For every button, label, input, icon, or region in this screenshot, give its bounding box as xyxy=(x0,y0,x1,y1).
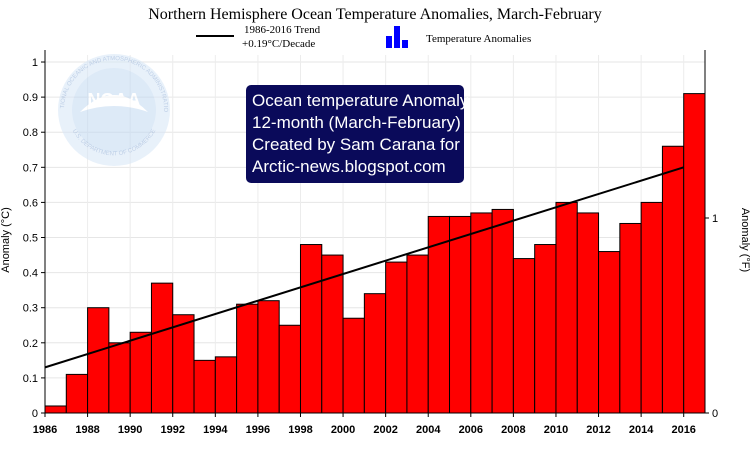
x-tick-label: 1988 xyxy=(75,424,99,436)
annotation-background xyxy=(246,85,464,183)
y-axis-label: Anomaly (°C) xyxy=(0,207,12,273)
legend-trend-label-line1: 1986-2016 Trend xyxy=(244,24,321,36)
x-tick-label: 1996 xyxy=(246,424,270,436)
bar-2000 xyxy=(342,317,365,414)
axes: 0 0.1 0.2 0.3 0.4 0.5 0.6 0.7 0.8 0.9 1 1986 1988 199… xyxy=(23,50,718,436)
bar-1989 xyxy=(108,342,131,414)
legend-trend-label-line2: +0.19°C/Decade xyxy=(242,38,315,50)
x-tick-label: 1994 xyxy=(203,424,228,436)
x-tick-label: 2014 xyxy=(629,424,654,436)
bar-2003 xyxy=(406,254,429,414)
x-tick-label: 1992 xyxy=(160,424,184,436)
bar-1996 xyxy=(257,300,280,414)
bar-1994 xyxy=(214,356,238,414)
chart-title: Northern Hemisphere Ocean Temperature An… xyxy=(148,6,602,23)
bar-2013 xyxy=(619,222,642,414)
right-tick-label: 0 xyxy=(712,408,718,420)
y-tick-label: 0.9 xyxy=(23,92,38,104)
bar-1995 xyxy=(236,303,259,414)
x-tick-label: 2006 xyxy=(459,424,483,436)
bar-2016 xyxy=(683,93,706,414)
x-tick-label: 1990 xyxy=(118,424,142,436)
bar-2014 xyxy=(640,201,663,414)
bar-1990 xyxy=(129,331,152,414)
bar-2007 xyxy=(491,208,514,414)
x-tick-label: 2004 xyxy=(416,424,441,436)
annotation-line-1: Ocean temperature Anomaly xyxy=(252,91,469,110)
bar-1998 xyxy=(299,244,323,414)
bar-2002 xyxy=(385,261,408,414)
bar-1993 xyxy=(193,359,216,414)
annotation-line-2: 12-month (March-February) xyxy=(252,113,461,132)
bar-1991 xyxy=(150,282,174,414)
annotation-line-3: Created by Sam Carana for xyxy=(252,135,460,154)
bar-2011 xyxy=(576,212,600,414)
bar-1988 xyxy=(87,307,110,414)
x-tick-label: 2012 xyxy=(586,424,610,436)
bar-2008 xyxy=(512,258,536,414)
x-tick-label: 2002 xyxy=(373,424,397,436)
bars xyxy=(44,93,706,414)
y-tick-label: 0.4 xyxy=(23,268,38,280)
y-tick-label: 0.6 xyxy=(23,197,38,209)
bar-1992 xyxy=(172,314,195,414)
x-tick-label: 1998 xyxy=(288,424,312,436)
x-tick-label: 2016 xyxy=(671,424,695,436)
bar-1986 xyxy=(44,405,67,414)
y-tick-label: 1 xyxy=(32,57,38,69)
bar-2009 xyxy=(534,244,557,414)
y-tick-label: 0.5 xyxy=(23,233,38,245)
x-tick-label: 2010 xyxy=(544,424,568,436)
bar-2006 xyxy=(470,212,493,414)
annotation-line-4: Arctic-news.blogspot.com xyxy=(252,157,446,176)
y-tick-label: 0.2 xyxy=(23,338,38,350)
y-tick-label: 0.7 xyxy=(23,162,38,174)
noaa-logo-text: NOAA xyxy=(88,90,141,110)
bar-2001 xyxy=(363,293,387,414)
y-tick-label: 0 xyxy=(32,408,38,420)
legend-bar-label: Temperature Anomalies xyxy=(426,33,531,45)
bar-2005 xyxy=(449,215,472,414)
bar-2012 xyxy=(598,251,621,414)
x-tick-label: 2008 xyxy=(501,424,525,436)
legend: 1986-2016 Trend +0.19°C/Decade Temperatu… xyxy=(196,24,531,50)
annotation-box: Ocean temperature Anomaly 12-month (Marc… xyxy=(246,85,469,183)
legend-bar-swatch xyxy=(386,26,408,48)
noaa-bird-icon xyxy=(80,95,148,112)
bar-2010 xyxy=(555,201,578,414)
x-tick-label: 1986 xyxy=(33,424,57,436)
bar-2015 xyxy=(661,145,685,414)
y-tick-label: 0.1 xyxy=(23,373,38,385)
right-tick-label: 1 xyxy=(712,213,718,225)
y-tick-label: 0.8 xyxy=(23,127,38,139)
y-axis-label-right: Anomaly (°F) xyxy=(739,208,750,272)
x-tick-label: 2000 xyxy=(331,424,355,436)
noaa-watermark: NOAA NATIONAL OCEANIC AND ATMOSPHERIC AD… xyxy=(0,0,170,166)
noaa-logo-inner xyxy=(72,68,156,152)
y-tick-label: 0.3 xyxy=(23,303,38,315)
bar-1997 xyxy=(278,324,301,414)
trend-line xyxy=(44,166,685,369)
bar-1987 xyxy=(65,373,89,414)
